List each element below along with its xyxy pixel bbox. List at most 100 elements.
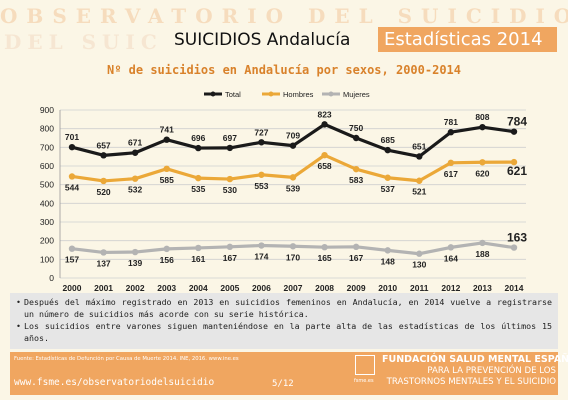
data-point: [289, 174, 297, 181]
y-tick-label: 200: [40, 236, 54, 246]
data-label: 658: [317, 161, 331, 171]
data-point: [289, 243, 297, 250]
data-point: [321, 121, 328, 128]
data-label: 808: [475, 112, 489, 122]
foundation-line-1: FUNDACIÓN SALUD MENTAL ESPAÑA: [382, 354, 568, 365]
data-point: [163, 245, 170, 253]
x-tick-label: 2013: [473, 283, 492, 293]
data-point: [131, 248, 139, 256]
y-tick-label: 800: [40, 124, 54, 134]
x-tick-label: 2002: [126, 283, 145, 293]
data-label: 535: [191, 184, 205, 194]
data-point: [258, 242, 265, 249]
x-tick-label: 2004: [189, 283, 208, 293]
data-point: [100, 249, 107, 256]
legend-label: Total: [225, 90, 241, 99]
footer: Fuente: Estadísticas de Defunción por Ca…: [10, 352, 568, 395]
data-label: 823: [317, 109, 331, 119]
data-point: [447, 129, 455, 136]
data-label: 620: [475, 168, 489, 178]
data-label: 671: [128, 138, 142, 148]
data-label: 188: [475, 249, 489, 259]
data-label: 750: [349, 123, 363, 133]
data-label: 537: [381, 184, 395, 194]
data-point: [68, 245, 76, 252]
foundation-name: FUNDACIÓN SALUD MENTAL ESPAÑA PARA LA PR…: [382, 354, 568, 388]
x-tick-label: 2005: [220, 283, 239, 293]
data-point: [416, 153, 423, 160]
fsme-logo-icon: [355, 355, 375, 375]
legend-marker: [210, 91, 216, 97]
y-tick-label: 900: [40, 105, 54, 115]
data-label: 164: [444, 253, 458, 263]
data-label: 170: [286, 252, 300, 262]
data-label: 148: [381, 256, 395, 266]
x-tick-label: 2008: [315, 283, 334, 293]
x-tick-label: 2007: [284, 283, 303, 293]
data-label: 167: [223, 253, 237, 263]
data-label: 621: [507, 164, 527, 178]
data-label: 174: [254, 252, 268, 262]
data-label: 657: [96, 140, 110, 150]
note-2: Los suicidios entre varones siguen mante…: [16, 320, 552, 344]
y-tick-label: 400: [40, 198, 54, 208]
y-tick-label: 700: [40, 142, 54, 152]
data-label: 157: [65, 255, 79, 265]
data-label: 530: [223, 185, 237, 195]
source-text: Fuente: Estadísticas de Defunción por Ca…: [14, 356, 239, 362]
x-tick-label: 2012: [441, 283, 460, 293]
data-point: [68, 143, 76, 151]
x-tick-label: 2006: [252, 283, 271, 293]
y-tick-label: 100: [40, 254, 54, 264]
x-tick-label: 2003: [157, 283, 176, 293]
x-tick-label: 2011: [410, 283, 429, 293]
legend-marker: [328, 91, 334, 97]
data-label: 651: [412, 141, 426, 151]
data-label: 583: [349, 175, 363, 185]
footer-url-link[interactable]: www.fsme.es/observatoriodelsuicidio: [14, 377, 215, 388]
data-point: [510, 158, 518, 166]
data-label: 727: [254, 127, 268, 137]
data-point: [100, 152, 107, 159]
data-label: 156: [160, 255, 174, 265]
data-label: 544: [65, 182, 79, 192]
banner-ghost-text: DEL SUIC: [4, 30, 163, 52]
data-label: 130: [412, 260, 426, 270]
x-tick-label: 2000: [63, 283, 82, 293]
logo-text: fsme.es: [354, 378, 374, 384]
data-point: [479, 123, 486, 131]
data-point: [195, 144, 202, 152]
data-point: [163, 136, 170, 143]
legend-marker: [268, 91, 274, 97]
data-point: [479, 239, 486, 247]
data-point: [416, 177, 423, 184]
notes-panel: Después del máximo registrado en 2013 en…: [10, 293, 558, 349]
data-label: 553: [254, 181, 268, 191]
y-tick-label: 0: [49, 273, 54, 283]
data-label: 165: [317, 253, 331, 263]
data-point: [352, 165, 360, 173]
data-point: [447, 244, 455, 251]
line-chart: 0 100 200 300 400 500 600 700 800 900 2000 2001 2002…: [40, 90, 528, 293]
data-point: [226, 175, 234, 183]
data-point: [384, 146, 391, 154]
page-title: SUICIDIOS Andalucía: [174, 30, 351, 50]
page-number: 5/12: [272, 379, 294, 389]
y-tick-label: 300: [40, 217, 54, 227]
data-label: 781: [444, 117, 458, 127]
data-point: [352, 134, 360, 142]
data-point: [163, 165, 170, 172]
data-point: [479, 159, 486, 166]
legend-label: Mujeres: [343, 90, 370, 99]
data-label: 137: [96, 258, 110, 268]
note-1: Después del máximo registrado en 2013 en…: [16, 296, 552, 320]
data-point: [416, 250, 423, 257]
foundation-line-3: TRASTORNOS MENTALES Y EL SUICIDIO: [386, 377, 556, 387]
data-label: 532: [128, 185, 142, 195]
data-label: 139: [128, 258, 142, 268]
data-label: 161: [191, 254, 205, 264]
data-point: [226, 243, 234, 251]
data-point: [289, 142, 297, 149]
data-point: [100, 177, 107, 185]
y-tick-label: 500: [40, 180, 54, 190]
